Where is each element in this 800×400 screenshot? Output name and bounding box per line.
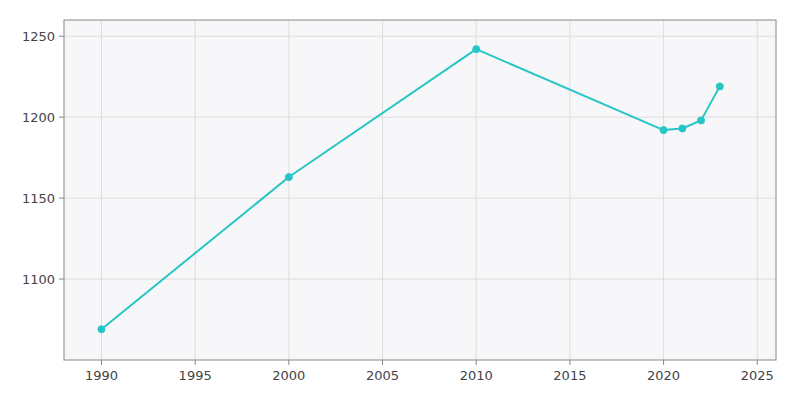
data-point: [473, 46, 480, 53]
y-tick: [59, 36, 64, 37]
x-tick-label: 1990: [85, 368, 118, 383]
x-grid-line: [288, 20, 289, 360]
y-tick-label: 1200: [22, 110, 55, 125]
data-point: [716, 83, 723, 90]
x-tick-label: 2005: [366, 368, 399, 383]
x-tick: [101, 360, 102, 365]
y-tick-label: 1100: [22, 272, 55, 287]
x-grid-line: [476, 20, 477, 360]
y-tick-label: 1150: [22, 191, 55, 206]
data-line: [101, 49, 719, 329]
data-point: [98, 326, 105, 333]
x-tick: [663, 360, 664, 365]
x-grid-line: [382, 20, 383, 360]
y-grid-line: [64, 36, 776, 37]
y-tick: [59, 279, 64, 280]
x-tick-label: 2000: [272, 368, 305, 383]
plot-background: [64, 20, 776, 360]
y-tick: [59, 117, 64, 118]
x-tick-label: 2010: [460, 368, 493, 383]
chart-container: 1990 1995 2000 2005 2010 2015 2020 2025 1100 1150…: [0, 0, 800, 400]
data-point: [698, 117, 705, 124]
y-tick-label: 1250: [22, 29, 55, 44]
y-grid-line: [64, 117, 776, 118]
series: [98, 46, 723, 333]
x-tick: [195, 360, 196, 365]
x-tick-label: 2015: [553, 368, 586, 383]
plot-frame: [64, 20, 776, 360]
data-point: [660, 127, 667, 134]
x-tick-label: 1995: [179, 368, 212, 383]
x-tick: [382, 360, 383, 365]
y-grid-line: [64, 279, 776, 280]
x-grid-line: [663, 20, 664, 360]
x-tick-label: 2020: [647, 368, 680, 383]
x-grid-line: [195, 20, 196, 360]
y-tick: [59, 198, 64, 199]
x-grid-line: [101, 20, 102, 360]
data-point: [679, 125, 686, 132]
x-tick: [288, 360, 289, 365]
x-tick: [757, 360, 758, 365]
x-tick: [476, 360, 477, 365]
x-tick-label: 2025: [741, 368, 774, 383]
chart-svg: 1990 1995 2000 2005 2010 2015 2020 2025 1100 1150…: [0, 0, 800, 400]
x-grid-line: [569, 20, 570, 360]
grid: [64, 20, 776, 360]
data-point: [285, 174, 292, 181]
y-grid-line: [64, 198, 776, 199]
x-tick: [569, 360, 570, 365]
x-grid-line: [757, 20, 758, 360]
